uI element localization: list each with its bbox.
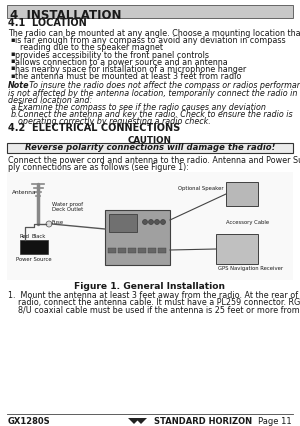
Text: Connect the power cord and antenna to the radio. Antenna and Power Sup-: Connect the power cord and antenna to th… [8, 155, 300, 164]
Text: : To insure the radio does not affect the compass or radios performance: : To insure the radio does not affect th… [24, 81, 300, 90]
Bar [148, 248, 156, 253]
Text: GPS Navigation Receiver: GPS Navigation Receiver [218, 266, 283, 271]
Text: Connect the antenna and key the radio. Check to ensure the radio is: Connect the antenna and key the radio. C… [18, 110, 292, 119]
Text: Figure 1. General Installation: Figure 1. General Installation [74, 282, 226, 291]
Circle shape [154, 219, 160, 225]
Circle shape [142, 219, 148, 225]
Text: provides accessibility to the front panel controls: provides accessibility to the front pane… [15, 51, 209, 60]
Text: is not affected by the antenna location, temporarily connect the radio in the: is not affected by the antenna location,… [8, 89, 300, 98]
Text: Antenna: Antenna [12, 190, 37, 195]
Bar [109, 214, 137, 232]
Circle shape [148, 219, 154, 225]
Text: is far enough from any compass to avoid any deviation in compass: is far enough from any compass to avoid … [15, 36, 286, 45]
Text: Accessory Cable: Accessory Cable [226, 220, 269, 225]
Text: radio, connect the antenna cable. It must have a PL259 connector. RG-: radio, connect the antenna cable. It mus… [8, 298, 300, 307]
Text: 4.2  ELECTRICAL CONNECTIONS: 4.2 ELECTRICAL CONNECTIONS [8, 123, 180, 133]
Bar [138, 248, 146, 253]
Text: has nearby space for installation of a microphone hanger: has nearby space for installation of a m… [15, 65, 246, 74]
Bar [226, 182, 258, 206]
Bar [7, 143, 293, 153]
Text: a.: a. [11, 103, 18, 112]
Bar [20, 240, 48, 254]
Bar [128, 248, 136, 253]
Text: desired location and:: desired location and: [8, 96, 92, 105]
Text: ▪: ▪ [10, 58, 14, 64]
Text: 1.  Mount the antenna at least 3 feet away from the radio. At the rear of the: 1. Mount the antenna at least 3 feet awa… [8, 291, 300, 300]
Bar [158, 248, 166, 253]
Text: reading due to the speaker magnet: reading due to the speaker magnet [15, 43, 163, 52]
Text: 8/U coaxial cable must be used if the antenna is 25 feet or more from the: 8/U coaxial cable must be used if the an… [8, 305, 300, 314]
Text: allows connection to a power source and an antenna: allows connection to a power source and … [15, 58, 228, 67]
Circle shape [46, 221, 52, 227]
Text: operating correctly by requesting a radio check.: operating correctly by requesting a radi… [18, 118, 211, 127]
Polygon shape [128, 418, 140, 424]
Text: GX1280S: GX1280S [8, 417, 51, 426]
Text: Red: Red [20, 234, 30, 239]
Text: Optional Speaker: Optional Speaker [178, 186, 224, 191]
Text: ply connections are as follows (see Figure 1):: ply connections are as follows (see Figu… [8, 163, 189, 172]
Text: STANDARD HORIZON: STANDARD HORIZON [154, 417, 252, 426]
Text: 4  INSTALLATION: 4 INSTALLATION [10, 9, 122, 22]
Text: Fuse: Fuse [52, 219, 64, 225]
Bar [7, 172, 293, 280]
Bar [108, 248, 116, 253]
Text: ▪: ▪ [10, 73, 14, 79]
Text: Page 11: Page 11 [258, 417, 292, 426]
Text: Water proof
Deck Outlet: Water proof Deck Outlet [52, 201, 83, 213]
Text: The radio can be mounted at any angle. Choose a mounting location that:: The radio can be mounted at any angle. C… [8, 29, 300, 38]
Text: 4.1  LOCATION: 4.1 LOCATION [8, 17, 87, 28]
Text: b.: b. [11, 110, 19, 119]
Bar [7, 5, 293, 18]
Text: ▪: ▪ [10, 37, 14, 43]
Text: the antenna must be mounted at least 3 feet from radio: the antenna must be mounted at least 3 f… [15, 72, 242, 81]
Text: Reverse polarity connections will damage the radio!: Reverse polarity connections will damage… [25, 143, 275, 152]
Bar [216, 234, 258, 264]
Circle shape [160, 219, 166, 225]
Text: ▪: ▪ [10, 51, 14, 57]
Bar [105, 210, 170, 265]
Polygon shape [135, 418, 147, 424]
Text: ▪: ▪ [10, 66, 14, 72]
Text: Note: Note [8, 81, 29, 90]
Text: CAUTION: CAUTION [128, 135, 172, 144]
Text: Examine the compass to see if the radio causes any deviation: Examine the compass to see if the radio … [18, 103, 266, 112]
Text: Black: Black [32, 234, 46, 239]
Text: Power Source: Power Source [16, 257, 52, 262]
Bar [118, 248, 126, 253]
